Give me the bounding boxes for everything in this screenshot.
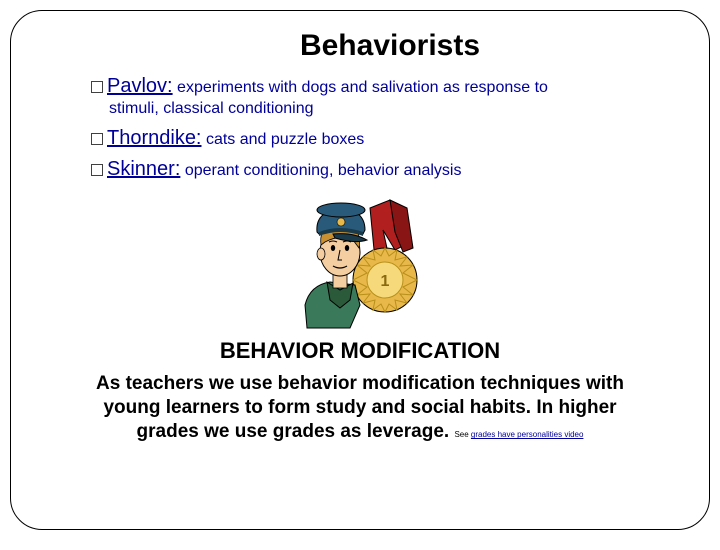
link-prefix: See (454, 430, 470, 439)
bullet-list: Pavlov: experiments with dogs and saliva… (91, 73, 669, 182)
bullet-desc: cats and puzzle boxes (206, 131, 364, 148)
bullet-name: Skinner: (107, 158, 180, 180)
bullet-item: Thorndike: cats and puzzle boxes (91, 125, 669, 151)
bullet-desc: experiments with dogs and salivation as … (177, 79, 548, 96)
body-paragraph: As teachers we use behavior modification… (41, 372, 679, 445)
video-link[interactable]: grades have personalities video (471, 430, 584, 439)
square-bullet-icon (91, 133, 103, 145)
clipart-svg: 1 (295, 190, 425, 330)
bullet-item: Skinner: operant conditioning, behavior … (91, 156, 669, 182)
bullet-item: Pavlov: experiments with dogs and saliva… (91, 73, 669, 120)
slide-title: Behaviorists (101, 29, 679, 63)
bullet-cont: stimuli, classical conditioning (109, 99, 669, 120)
svg-text:1: 1 (381, 273, 390, 290)
person-medal-illustration: 1 (295, 190, 425, 330)
bullet-desc: operant conditioning, behavior analysis (185, 162, 462, 179)
bullet-name: Pavlov: (107, 75, 173, 97)
slide-frame: Behaviorists Pavlov: experiments with do… (10, 10, 710, 530)
square-bullet-icon (91, 164, 103, 176)
section-subtitle: BEHAVIOR MODIFICATION (41, 338, 679, 364)
bullet-name: Thorndike: (107, 127, 202, 149)
square-bullet-icon (91, 81, 103, 93)
